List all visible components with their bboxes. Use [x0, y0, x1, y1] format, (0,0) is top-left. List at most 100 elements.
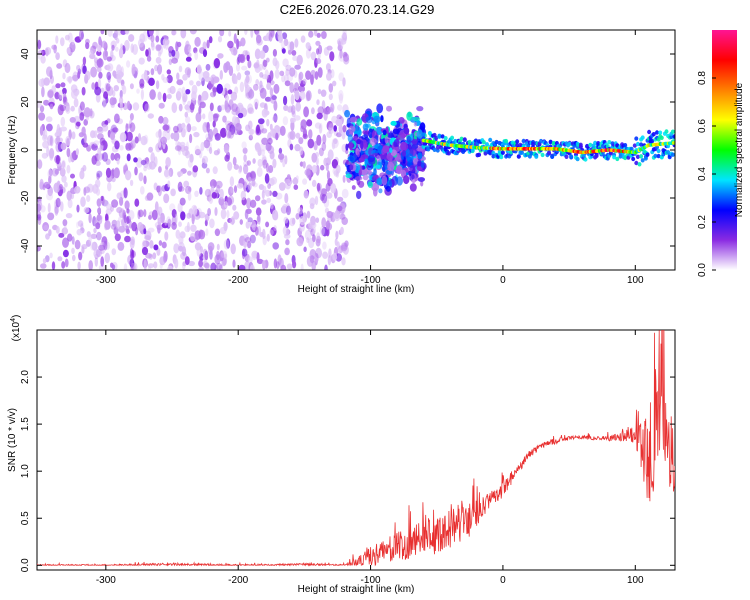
spectrogram-cell: [189, 153, 194, 163]
spectrogram-cell: [529, 151, 534, 156]
spectrogram-cell: [105, 83, 111, 92]
spectrogram-cell: [42, 184, 46, 191]
spectrogram-cell: [153, 244, 159, 251]
spectrogram-cell: [201, 155, 209, 164]
spectrogram-cell: [123, 187, 128, 199]
spectrogram-cell: [217, 105, 222, 113]
spectrogram-cell: [88, 213, 92, 224]
spectrogram-cell: [330, 183, 337, 194]
spectrogram-cell: [337, 205, 343, 212]
spectrogram-cell: [435, 145, 440, 150]
y-tick-label: 0.0: [20, 558, 31, 572]
spectrogram-cell: [309, 255, 315, 264]
spectrogram-cell: [639, 154, 644, 159]
spectrogram-cell: [40, 263, 47, 269]
spectrogram-cell: [213, 150, 220, 156]
spectrogram-cell: [567, 141, 572, 147]
x-tick-label: 0: [500, 575, 506, 586]
spectrogram-cell: [79, 170, 85, 180]
x-tick-label: -100: [361, 275, 381, 286]
spectrogram-cell: [338, 72, 345, 82]
spectrogram-cell: [240, 37, 246, 47]
spectrogram-cell: [55, 83, 61, 89]
spectrogram-cell: [174, 213, 178, 225]
spectrogram-cell: [259, 72, 264, 78]
spectrogram-cell: [163, 253, 168, 263]
spectrogram-cell: [241, 65, 248, 71]
spectrogram-cell: [389, 130, 394, 138]
spectrogram-cell: [217, 36, 223, 43]
spectrogram-cell: [348, 125, 356, 133]
spectrogram-cell: [183, 145, 189, 151]
spectrogram-cell: [331, 159, 338, 169]
spectrogram-cell: [49, 103, 54, 110]
spectrogram-cell: [223, 239, 230, 250]
spectrogram-cell: [283, 233, 291, 239]
spectrogram-cell: [266, 162, 269, 173]
spectrogram-cell: [119, 132, 127, 143]
spectrogram-cell: [193, 47, 198, 54]
spectrogram-cell: [340, 244, 348, 251]
spectrogram-cell: [82, 142, 89, 148]
spectrogram-cell: [166, 93, 172, 100]
spectrogram-cell: [157, 206, 163, 216]
spectrogram-cell: [212, 87, 218, 93]
y-tick-label: 20: [20, 96, 31, 108]
spectrogram-cell: [247, 91, 253, 101]
spectrogram-cell: [295, 132, 301, 139]
spectrogram-cell: [272, 242, 280, 250]
spectrogram-cell: [131, 262, 136, 270]
spectrogram-cell: [355, 176, 363, 181]
spectrogram-cell: [351, 185, 356, 190]
spectrogram-cell: [255, 79, 260, 86]
colorbar-ticks: 0.0 0.2 0.4 0.6 0.8: [697, 71, 716, 277]
spectrogram-cell: [213, 113, 219, 122]
spectrogram-cell: [373, 168, 377, 176]
spectrogram-cell: [269, 229, 274, 236]
spectrogram-cell: [170, 132, 175, 140]
spectrogram-cell: [89, 50, 94, 56]
spectrogram-cell: [272, 115, 278, 122]
spectrogram-cell: [81, 244, 88, 250]
spectrogram-cell: [171, 30, 176, 36]
spectrogram-cell: [168, 58, 173, 66]
spectrogram-cell: [199, 187, 203, 195]
spectrogram-cell: [97, 153, 103, 161]
spectrogram-cell: [339, 213, 346, 220]
spectrogram-cell: [129, 113, 134, 121]
spectrogram-cell: [378, 188, 383, 194]
spectrogram-cell: [258, 118, 265, 125]
spectrogram-cell: [94, 86, 102, 96]
spectrogram-cell: [201, 90, 209, 101]
spectrogram-cell: [309, 203, 315, 210]
spectrogram-cell: [342, 174, 346, 183]
spectrogram-cell: [114, 140, 120, 150]
spectrogram-cell: [295, 102, 302, 112]
spectrogram-cell: [47, 202, 51, 213]
spectrogram-cell: [406, 135, 412, 145]
spectrogram-cell: [157, 185, 162, 197]
spectrogram-cell: [338, 89, 344, 101]
spectrogram-cell: [259, 80, 263, 88]
spectrogram-cell: [210, 74, 217, 85]
spectrogram-cell: [316, 112, 323, 120]
y-tick-label: -20: [20, 190, 31, 205]
spectrogram-cell: [148, 146, 154, 153]
spectrogram-cell: [162, 92, 167, 103]
spectrogram-cell: [173, 125, 179, 133]
spectrogram-cell: [171, 221, 177, 230]
spectrogram-cell: [70, 88, 78, 100]
spectrogram-cell: [244, 70, 251, 76]
spectrogram-cell: [121, 83, 125, 91]
spectrogram-cell: [96, 58, 104, 68]
spectrogram-cell: [268, 165, 274, 173]
spectrogram-cell: [285, 228, 289, 236]
spectrogram-cell: [316, 232, 320, 240]
spectrogram-cell: [362, 174, 369, 181]
spectrogram-cell: [376, 103, 384, 114]
spectrogram-cell: [182, 74, 188, 81]
spectrogram-cell: [76, 64, 81, 72]
spectrogram-cell: [239, 219, 243, 225]
spectrogram-cell: [280, 41, 286, 48]
spectrogram-cell: [349, 153, 358, 163]
